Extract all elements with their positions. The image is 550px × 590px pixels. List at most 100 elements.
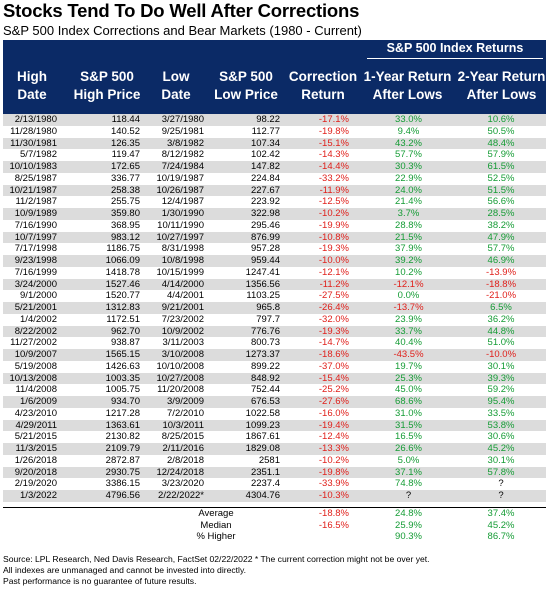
correction-return-cell: -18.6% — [286, 349, 361, 361]
one-year-return-cell: 33.0% — [361, 114, 456, 126]
high-date-cell: 5/21/2015 — [3, 431, 61, 443]
two-year-return-cell: 56.6% — [456, 196, 546, 208]
correction-return-cell: -11.9% — [286, 184, 361, 197]
high-date-cell: 7/16/1990 — [3, 219, 61, 232]
two-year-return-cell: -13.9% — [456, 266, 546, 279]
high-date-cell: 8/22/2002 — [3, 325, 61, 338]
correction-return-cell: -33.2% — [286, 172, 361, 185]
high-price-cell: 2872.87 — [61, 454, 146, 467]
low-date-cell: 7/2/2010 — [146, 407, 206, 420]
correction-return-cell: -14.3% — [286, 149, 361, 161]
correction-return-cell: -26.4% — [286, 302, 361, 314]
table-row: 10/10/1983 172.65 7/24/1984 147.82 -14.4% 30.… — [3, 161, 546, 173]
high-date-cell: 9/23/1998 — [3, 255, 61, 267]
one-year-return-cell: 45.0% — [361, 384, 456, 396]
correction-return-cell: -15.1% — [286, 137, 361, 150]
two-year-return-cell: 45.2% — [456, 443, 546, 455]
table-row: 8/25/1987 336.77 10/19/1987 224.84 -33.2% 22.… — [3, 172, 546, 185]
table-row: 11/4/2008 1005.75 11/20/2008 752.44 -25.2% 45… — [3, 384, 546, 396]
low-price-cell: 876.99 — [206, 231, 286, 244]
two-year-return-cell: 10.6% — [456, 114, 546, 126]
two-year-return-cell: 51.5% — [456, 184, 546, 197]
table-row: 5/19/2008 1426.63 10/10/2008 899.22 -37.0% 19… — [3, 360, 546, 373]
high-price-cell: 1005.75 — [61, 384, 146, 396]
low-price-cell: 959.44 — [206, 255, 286, 267]
table-row: 11/28/1980 140.52 9/25/1981 112.77 -19.8% 9.4… — [3, 125, 546, 138]
two-year-return-cell: -21.0% — [456, 290, 546, 302]
low-price-cell: 102.42 — [206, 149, 286, 161]
table-row: 10/7/1997 983.12 10/27/1997 876.99 -10.8% 21.… — [3, 231, 546, 244]
low-date-cell: 4/14/2000 — [146, 278, 206, 291]
low-price-cell: 223.92 — [206, 196, 286, 208]
low-price-cell: 1273.37 — [206, 349, 286, 361]
one-year-return-cell: ? — [361, 490, 456, 502]
high-price-cell: 368.95 — [61, 219, 146, 232]
footer-notes: Source: LPL Research, Ned Davis Research… — [3, 554, 430, 587]
table-row: 4/29/2011 1363.61 10/3/2011 1099.23 -19.4% 31… — [3, 419, 546, 432]
stats-1yr-value: 25.9% — [395, 519, 422, 531]
one-year-return-cell: 19.7% — [361, 360, 456, 373]
correction-return-cell: -10.8% — [286, 231, 361, 244]
correction-return-cell: -37.0% — [286, 360, 361, 373]
table-row: 1/6/2009 934.70 3/9/2009 676.53 -27.6% 68.6% 9… — [3, 396, 546, 408]
low-date-cell: 3/9/2009 — [146, 396, 206, 408]
one-year-return-cell: 16.5% — [361, 431, 456, 443]
stats-label: Average — [198, 508, 234, 519]
stats-label: Median — [200, 519, 232, 531]
correction-return-cell: -19.8% — [286, 125, 361, 138]
high-date-cell: 11/30/1981 — [3, 137, 61, 150]
page-subtitle: S&P 500 Index Corrections and Bear Marke… — [3, 23, 362, 38]
one-year-return-cell: 39.2% — [361, 255, 456, 267]
correction-return-cell: -13.3% — [286, 443, 361, 455]
high-date-cell: 1/4/2002 — [3, 313, 61, 326]
high-date-cell: 2/13/1980 — [3, 114, 61, 126]
low-date-cell: 9/25/1981 — [146, 125, 206, 138]
high-date-cell: 11/28/1980 — [3, 125, 61, 138]
low-price-cell: 797.7 — [206, 313, 286, 326]
correction-return-cell: -14.4% — [286, 161, 361, 173]
one-year-return-cell: 37.1% — [361, 466, 456, 479]
low-price-cell: 98.22 — [206, 114, 286, 126]
two-year-return-cell: 44.8% — [456, 325, 546, 338]
stats-row: % Higher 90.3% 86.7% — [3, 531, 546, 543]
one-year-return-cell: 68.6% — [361, 396, 456, 408]
one-year-return-cell: 22.9% — [361, 172, 456, 185]
correction-return-cell: -12.1% — [286, 266, 361, 279]
low-date-cell: 8/31/1998 — [146, 243, 206, 255]
correction-return-cell: -10.3% — [286, 490, 361, 502]
high-price-cell: 2130.82 — [61, 431, 146, 443]
one-year-return-cell: 74.8% — [361, 478, 456, 490]
high-price-cell: 1066.09 — [61, 255, 146, 267]
two-year-return-cell: 36.2% — [456, 313, 546, 326]
low-price-cell: 1867.61 — [206, 431, 286, 443]
corrections-table-body: 2/13/1980 118.44 3/27/1980 98.22 -17.1% 33.0%… — [3, 114, 546, 502]
low-date-cell: 10/8/1998 — [146, 255, 206, 267]
high-price-cell: 1527.46 — [61, 278, 146, 291]
stats-correction-value — [286, 531, 361, 543]
high-date-cell: 4/29/2011 — [3, 419, 61, 432]
one-year-return-cell: 5.0% — [361, 454, 456, 467]
one-year-return-cell: 21.4% — [361, 196, 456, 208]
low-date-cell: 3/10/2008 — [146, 349, 206, 361]
low-date-cell: 10/10/2008 — [146, 360, 206, 373]
high-date-cell: 11/27/2002 — [3, 337, 61, 349]
stats-label: % Higher — [196, 531, 236, 543]
low-date-cell: 10/19/1987 — [146, 172, 206, 185]
table-row: 9/23/1998 1066.09 10/8/1998 959.44 -10.0% 39.… — [3, 255, 546, 267]
high-date-cell: 11/4/2008 — [3, 384, 61, 396]
high-price-cell: 2109.79 — [61, 443, 146, 455]
low-price-cell: 676.53 — [206, 396, 286, 408]
footer-source: Source: LPL Research, Ned Davis Research… — [3, 554, 430, 564]
table-row: 4/23/2010 1217.28 7/2/2010 1022.58 -16.0% 31.… — [3, 407, 546, 420]
two-year-return-cell: 38.2% — [456, 219, 546, 232]
two-year-return-cell: 52.5% — [456, 172, 546, 185]
two-year-return-cell: 46.9% — [456, 255, 546, 267]
table-row: 11/27/2002 938.87 3/11/2003 800.73 -14.7% 40.… — [3, 337, 546, 349]
high-price-cell: 1186.75 — [61, 243, 146, 255]
high-price-cell: 140.52 — [61, 125, 146, 138]
one-year-return-cell: 31.5% — [361, 419, 456, 432]
high-date-cell: 10/7/1997 — [3, 231, 61, 244]
high-price-cell: 336.77 — [61, 172, 146, 185]
table-header: S&P 500 Index Returns High Date S&P 500 Hi… — [3, 40, 546, 114]
high-price-cell: 1426.63 — [61, 360, 146, 373]
